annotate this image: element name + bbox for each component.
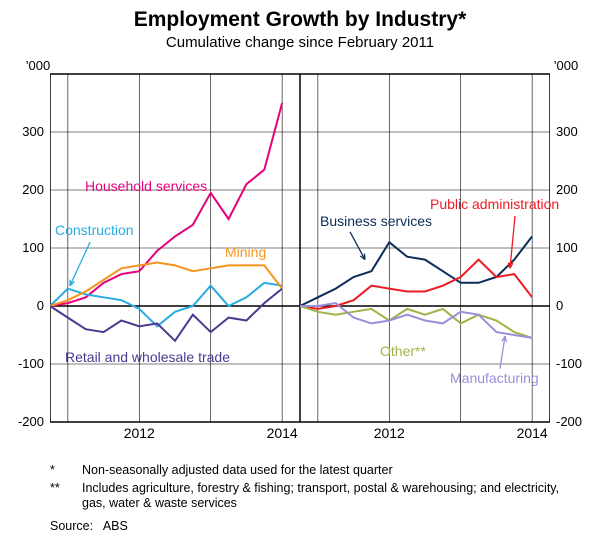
y-tick-right: 300 [556, 124, 578, 139]
y-tick-left: 0 [0, 298, 44, 313]
chart-title: Employment Growth by Industry* [0, 0, 600, 32]
y-tick-right: 100 [556, 240, 578, 255]
series-label: Retail and wholesale trade [65, 349, 230, 365]
y-tick-right: -100 [556, 356, 582, 371]
y-tick-right: -200 [556, 414, 582, 429]
source-label: Source: [50, 519, 93, 533]
series-label: Manufacturing [450, 370, 539, 386]
y-tick-left: 300 [0, 124, 44, 139]
series-label: Other** [380, 343, 426, 359]
x-tick-label: 2012 [374, 425, 405, 441]
y-tick-left: 100 [0, 240, 44, 255]
chart-subtitle: Cumulative change since February 2011 [0, 32, 600, 51]
series-label: Public administration [430, 196, 559, 212]
series-label: Construction [55, 222, 134, 238]
y-tick-right: 200 [556, 182, 578, 197]
series-label: Mining [225, 244, 266, 260]
footnote-1-mark: * [50, 462, 82, 480]
footnotes: * Non-seasonally adjusted data used for … [50, 462, 570, 535]
unit-label-right: '000 [554, 58, 578, 73]
footnote-1-text: Non-seasonally adjusted data used for th… [82, 462, 570, 480]
series-label: Business services [320, 213, 432, 229]
x-tick-label: 2012 [124, 425, 155, 441]
y-tick-left: -200 [0, 414, 44, 429]
y-tick-left: 200 [0, 182, 44, 197]
y-tick-left: -100 [0, 356, 44, 371]
x-tick-label: 2014 [267, 425, 298, 441]
x-tick-label: 2014 [517, 425, 548, 441]
source-text: ABS [103, 519, 128, 533]
footnote-2-text: Includes agriculture, forestry & fishing… [82, 480, 570, 513]
unit-label-left: '000 [26, 58, 50, 73]
footnote-2-mark: ** [50, 480, 82, 513]
y-tick-right: 0 [556, 298, 563, 313]
series-label: Household services [85, 178, 207, 194]
